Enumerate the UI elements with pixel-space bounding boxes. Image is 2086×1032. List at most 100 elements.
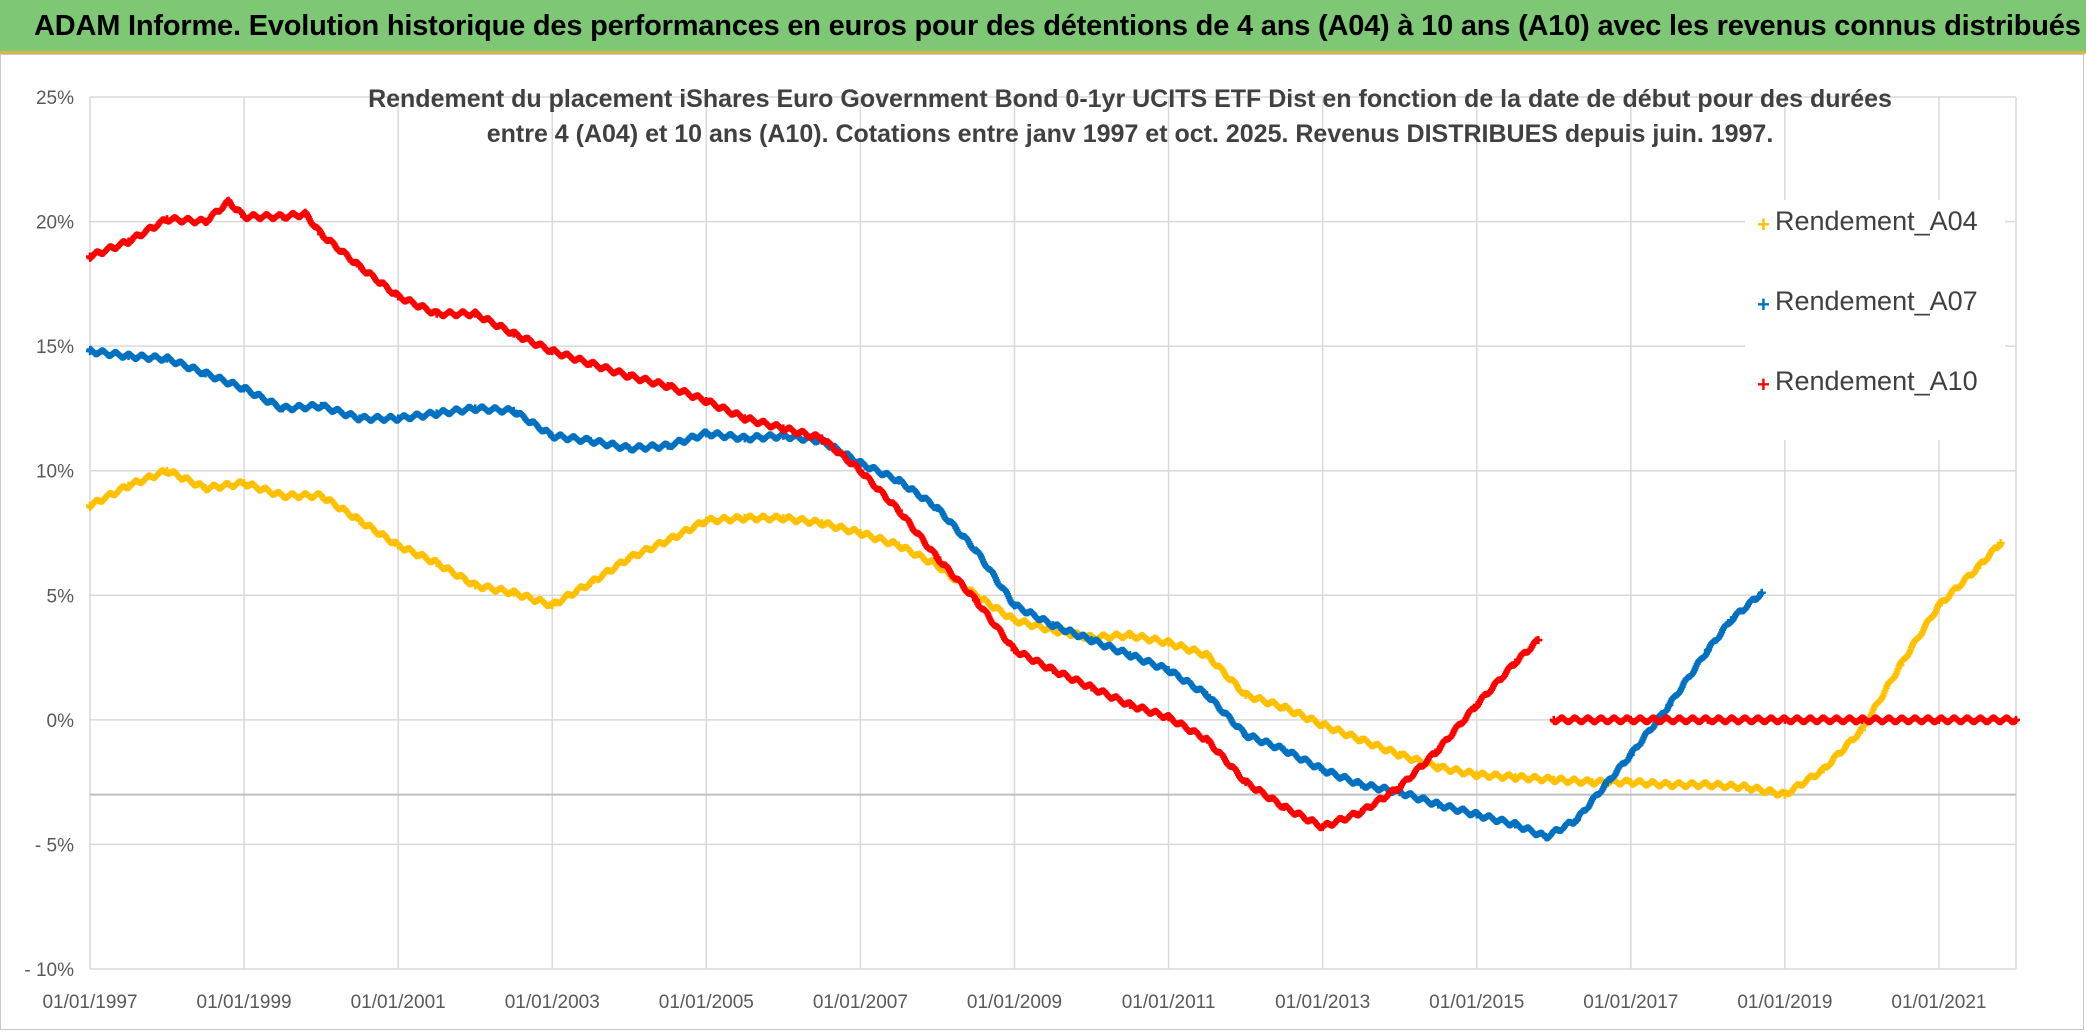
data-point bbox=[1857, 715, 1866, 724]
data-point bbox=[1087, 636, 1096, 645]
data-point bbox=[586, 578, 595, 587]
data-point bbox=[971, 546, 980, 555]
header-banner: ADAM Informe. Evolution historique des p… bbox=[0, 0, 2086, 54]
data-point bbox=[1280, 745, 1289, 754]
data-point bbox=[1472, 810, 1481, 819]
data-point bbox=[394, 292, 403, 301]
data-point bbox=[1357, 735, 1366, 744]
data-point bbox=[1857, 725, 1866, 734]
data-point bbox=[933, 553, 942, 562]
data-point bbox=[817, 519, 826, 528]
data-point bbox=[1434, 745, 1443, 754]
data-point bbox=[1280, 803, 1289, 812]
data-point bbox=[1203, 651, 1212, 660]
data-point bbox=[432, 309, 441, 318]
data-point bbox=[471, 581, 480, 590]
data-point bbox=[317, 230, 326, 239]
data-point bbox=[1241, 690, 1250, 699]
data-point bbox=[86, 252, 94, 261]
data-point bbox=[548, 601, 557, 610]
data-point bbox=[317, 401, 326, 410]
series-rendement-a10 bbox=[86, 196, 2020, 832]
data-point bbox=[971, 596, 980, 605]
data-point bbox=[1164, 713, 1173, 722]
y-tick-label: 5% bbox=[47, 586, 75, 607]
data-point bbox=[663, 441, 672, 450]
data-point bbox=[1010, 646, 1019, 655]
series-markers bbox=[86, 467, 2005, 799]
data-point bbox=[163, 354, 172, 363]
data-point bbox=[278, 491, 287, 500]
data-point bbox=[1126, 651, 1135, 660]
legend-marker-a04: + bbox=[1757, 212, 1770, 237]
data-point bbox=[86, 501, 94, 510]
data-point bbox=[586, 359, 595, 368]
data-point bbox=[1703, 780, 1712, 789]
data-point bbox=[1472, 700, 1481, 709]
data-point bbox=[278, 212, 287, 221]
data-point bbox=[1318, 720, 1327, 729]
data-point bbox=[625, 372, 634, 381]
data-point bbox=[2012, 715, 2020, 724]
x-tick-label: 01/01/1999 bbox=[197, 992, 292, 1013]
data-point bbox=[278, 404, 287, 413]
data-point bbox=[240, 384, 249, 393]
chart-title: Rendement du placement iShares Euro Gove… bbox=[260, 82, 2000, 152]
data-point bbox=[394, 414, 403, 423]
legend-label-a04: Rendement_A04 bbox=[1775, 206, 1978, 236]
data-point bbox=[163, 215, 172, 224]
data-point bbox=[1780, 715, 1789, 724]
data-point bbox=[1819, 765, 1828, 774]
data-point bbox=[1626, 750, 1635, 759]
data-point bbox=[124, 352, 133, 361]
data-series bbox=[86, 196, 2020, 842]
data-point bbox=[1318, 822, 1327, 831]
legend-label-a07: Rendement_A07 bbox=[1775, 286, 1978, 316]
y-tick-label: 0% bbox=[47, 711, 75, 732]
data-point bbox=[894, 476, 903, 485]
series-rendement-a04 bbox=[86, 466, 2005, 799]
data-point bbox=[86, 347, 94, 356]
data-point bbox=[124, 237, 133, 246]
data-point bbox=[894, 506, 903, 515]
data-point bbox=[1665, 780, 1674, 789]
data-point bbox=[201, 484, 210, 493]
x-tick-label: 01/01/2001 bbox=[351, 992, 446, 1013]
legend-marker-a10: + bbox=[1757, 372, 1770, 397]
data-point bbox=[856, 529, 865, 537]
data-point bbox=[355, 516, 364, 525]
data-point bbox=[1126, 631, 1135, 640]
data-point bbox=[1511, 658, 1520, 667]
series-rendement-a07 bbox=[86, 345, 1766, 842]
x-axis-ticks: 01/01/1997 01/01/1999 01/01/2001 01/01/2003… bbox=[42, 992, 1986, 1013]
chart-title-line-1: Rendement du placement iShares Euro Gove… bbox=[368, 85, 1892, 113]
legend: + Rendement_A04 + Rendement_A07 + Rendem… bbox=[1745, 200, 2005, 440]
data-point bbox=[1511, 820, 1520, 829]
x-tick-label: 01/01/2003 bbox=[505, 992, 600, 1013]
series-markers bbox=[86, 196, 2020, 832]
data-point bbox=[817, 434, 826, 443]
legend-item-a07: + Rendement_A07 bbox=[1745, 280, 2005, 360]
x-tick-label: 01/01/2015 bbox=[1429, 992, 1524, 1013]
data-point bbox=[1241, 730, 1250, 739]
data-point bbox=[586, 436, 595, 445]
data-point bbox=[432, 409, 441, 418]
data-point bbox=[1203, 735, 1212, 744]
data-point bbox=[509, 329, 518, 338]
data-point bbox=[663, 536, 672, 545]
data-point bbox=[1603, 778, 1612, 787]
data-point bbox=[1049, 621, 1057, 630]
data-point bbox=[740, 514, 749, 523]
data-point bbox=[1588, 778, 1597, 787]
chart-frame bbox=[0, 54, 2084, 1030]
series-markers bbox=[86, 345, 1765, 842]
data-point bbox=[509, 406, 518, 415]
legend-item-a10: + Rendement_A10 bbox=[1745, 360, 2005, 440]
data-point bbox=[124, 481, 133, 490]
data-point bbox=[240, 479, 249, 488]
data-point bbox=[1395, 783, 1404, 792]
data-point bbox=[1549, 775, 1558, 784]
y-tick-label: 25% bbox=[36, 88, 74, 109]
y-tick-label: 15% bbox=[36, 337, 74, 358]
